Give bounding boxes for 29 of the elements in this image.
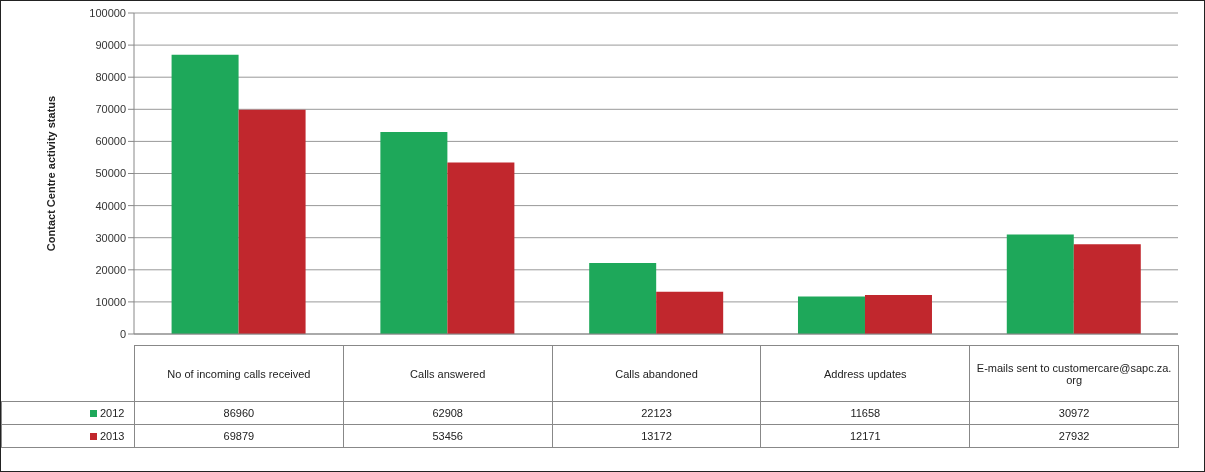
y-tick-label: 10000	[95, 295, 126, 308]
data-label: 13172	[552, 424, 761, 448]
legend-label: 2013	[1, 424, 135, 448]
x-tick-label: Calls answered	[343, 345, 553, 402]
x-tick-label: Address updates	[760, 345, 970, 402]
y-tick-label: 0	[119, 327, 126, 340]
y-tick-label: 50000	[95, 167, 126, 180]
y-tick-label: 40000	[95, 199, 126, 212]
data-label: 86960	[134, 401, 344, 425]
data-label: 12171	[760, 424, 970, 448]
y-tick-label: 30000	[95, 231, 126, 244]
data-label: 53456	[343, 424, 553, 448]
data-label: 22123	[552, 401, 761, 425]
data-label: 30972	[969, 401, 1179, 425]
legend-label: 2012	[1, 401, 135, 425]
y-tick-label: 70000	[95, 103, 126, 116]
y-tick-label: 90000	[95, 39, 126, 51]
x-tick-label: Calls abandoned	[552, 345, 761, 402]
y-tick-label: 60000	[95, 135, 126, 148]
x-tick-label: E-mails sent to customercare@sapc.za.org	[969, 345, 1179, 402]
data-label: 11658	[760, 401, 970, 425]
data-label: 69879	[134, 424, 344, 448]
y-tick-label: 80000	[95, 71, 126, 84]
data-label: 62908	[343, 401, 553, 425]
data-label: 27932	[969, 424, 1179, 448]
y-tick-label: 100000	[89, 6, 126, 19]
y-tick-label: 20000	[95, 263, 126, 276]
y-axis-title: Contact Centre activity status	[44, 95, 57, 252]
x-tick-label: No of incoming calls received	[134, 345, 344, 402]
